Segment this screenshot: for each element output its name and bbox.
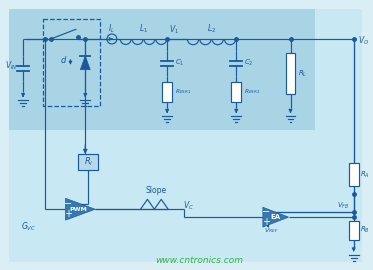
Text: $R_L$: $R_L$	[298, 69, 308, 79]
Text: $V_{REF}$: $V_{REF}$	[264, 227, 279, 235]
Text: $C_1$: $C_1$	[175, 58, 185, 68]
Bar	[9, 130, 361, 262]
Bar	[162, 82, 172, 102]
Text: +: +	[65, 209, 72, 219]
Text: $R_A$: $R_A$	[360, 170, 369, 180]
Polygon shape	[80, 56, 90, 70]
Text: $V_C$: $V_C$	[184, 199, 194, 211]
Text: $V_O$: $V_O$	[358, 35, 369, 47]
Text: −: −	[262, 207, 270, 217]
Bar	[78, 154, 98, 170]
Text: d: d	[61, 56, 66, 65]
Text: $V_{IN}$: $V_{IN}$	[5, 59, 18, 72]
Bar	[349, 163, 358, 187]
Text: $R_{ESR1}$: $R_{ESR1}$	[175, 87, 191, 96]
Text: $R_{ESR2}$: $R_{ESR2}$	[244, 87, 260, 96]
Text: $I_L$: $I_L$	[109, 23, 115, 35]
Text: $L_2$: $L_2$	[207, 23, 216, 35]
Text: PWM: PWM	[69, 207, 87, 212]
Text: Slope: Slope	[146, 186, 167, 195]
Text: $R_B$: $R_B$	[360, 225, 370, 235]
Text: $V_1$: $V_1$	[169, 24, 179, 36]
Bar	[349, 221, 358, 240]
Text: +: +	[262, 217, 270, 227]
Bar	[192, 130, 361, 262]
Text: EA: EA	[271, 214, 281, 220]
Text: $L_1$: $L_1$	[139, 23, 148, 35]
Text: $G_{VC}$: $G_{VC}$	[21, 221, 37, 233]
Polygon shape	[263, 207, 289, 227]
Bar	[315, 9, 361, 130]
Bar	[231, 82, 241, 102]
Text: $C_2$: $C_2$	[244, 58, 254, 68]
Text: −: −	[65, 199, 73, 209]
Text: $V_{FB}$: $V_{FB}$	[337, 201, 349, 211]
Bar	[286, 53, 295, 94]
Text: $R_i$: $R_i$	[84, 156, 93, 168]
Polygon shape	[66, 198, 95, 220]
Bar	[43, 19, 100, 106]
Bar	[9, 9, 315, 130]
Text: www.cntronics.com: www.cntronics.com	[155, 256, 243, 265]
